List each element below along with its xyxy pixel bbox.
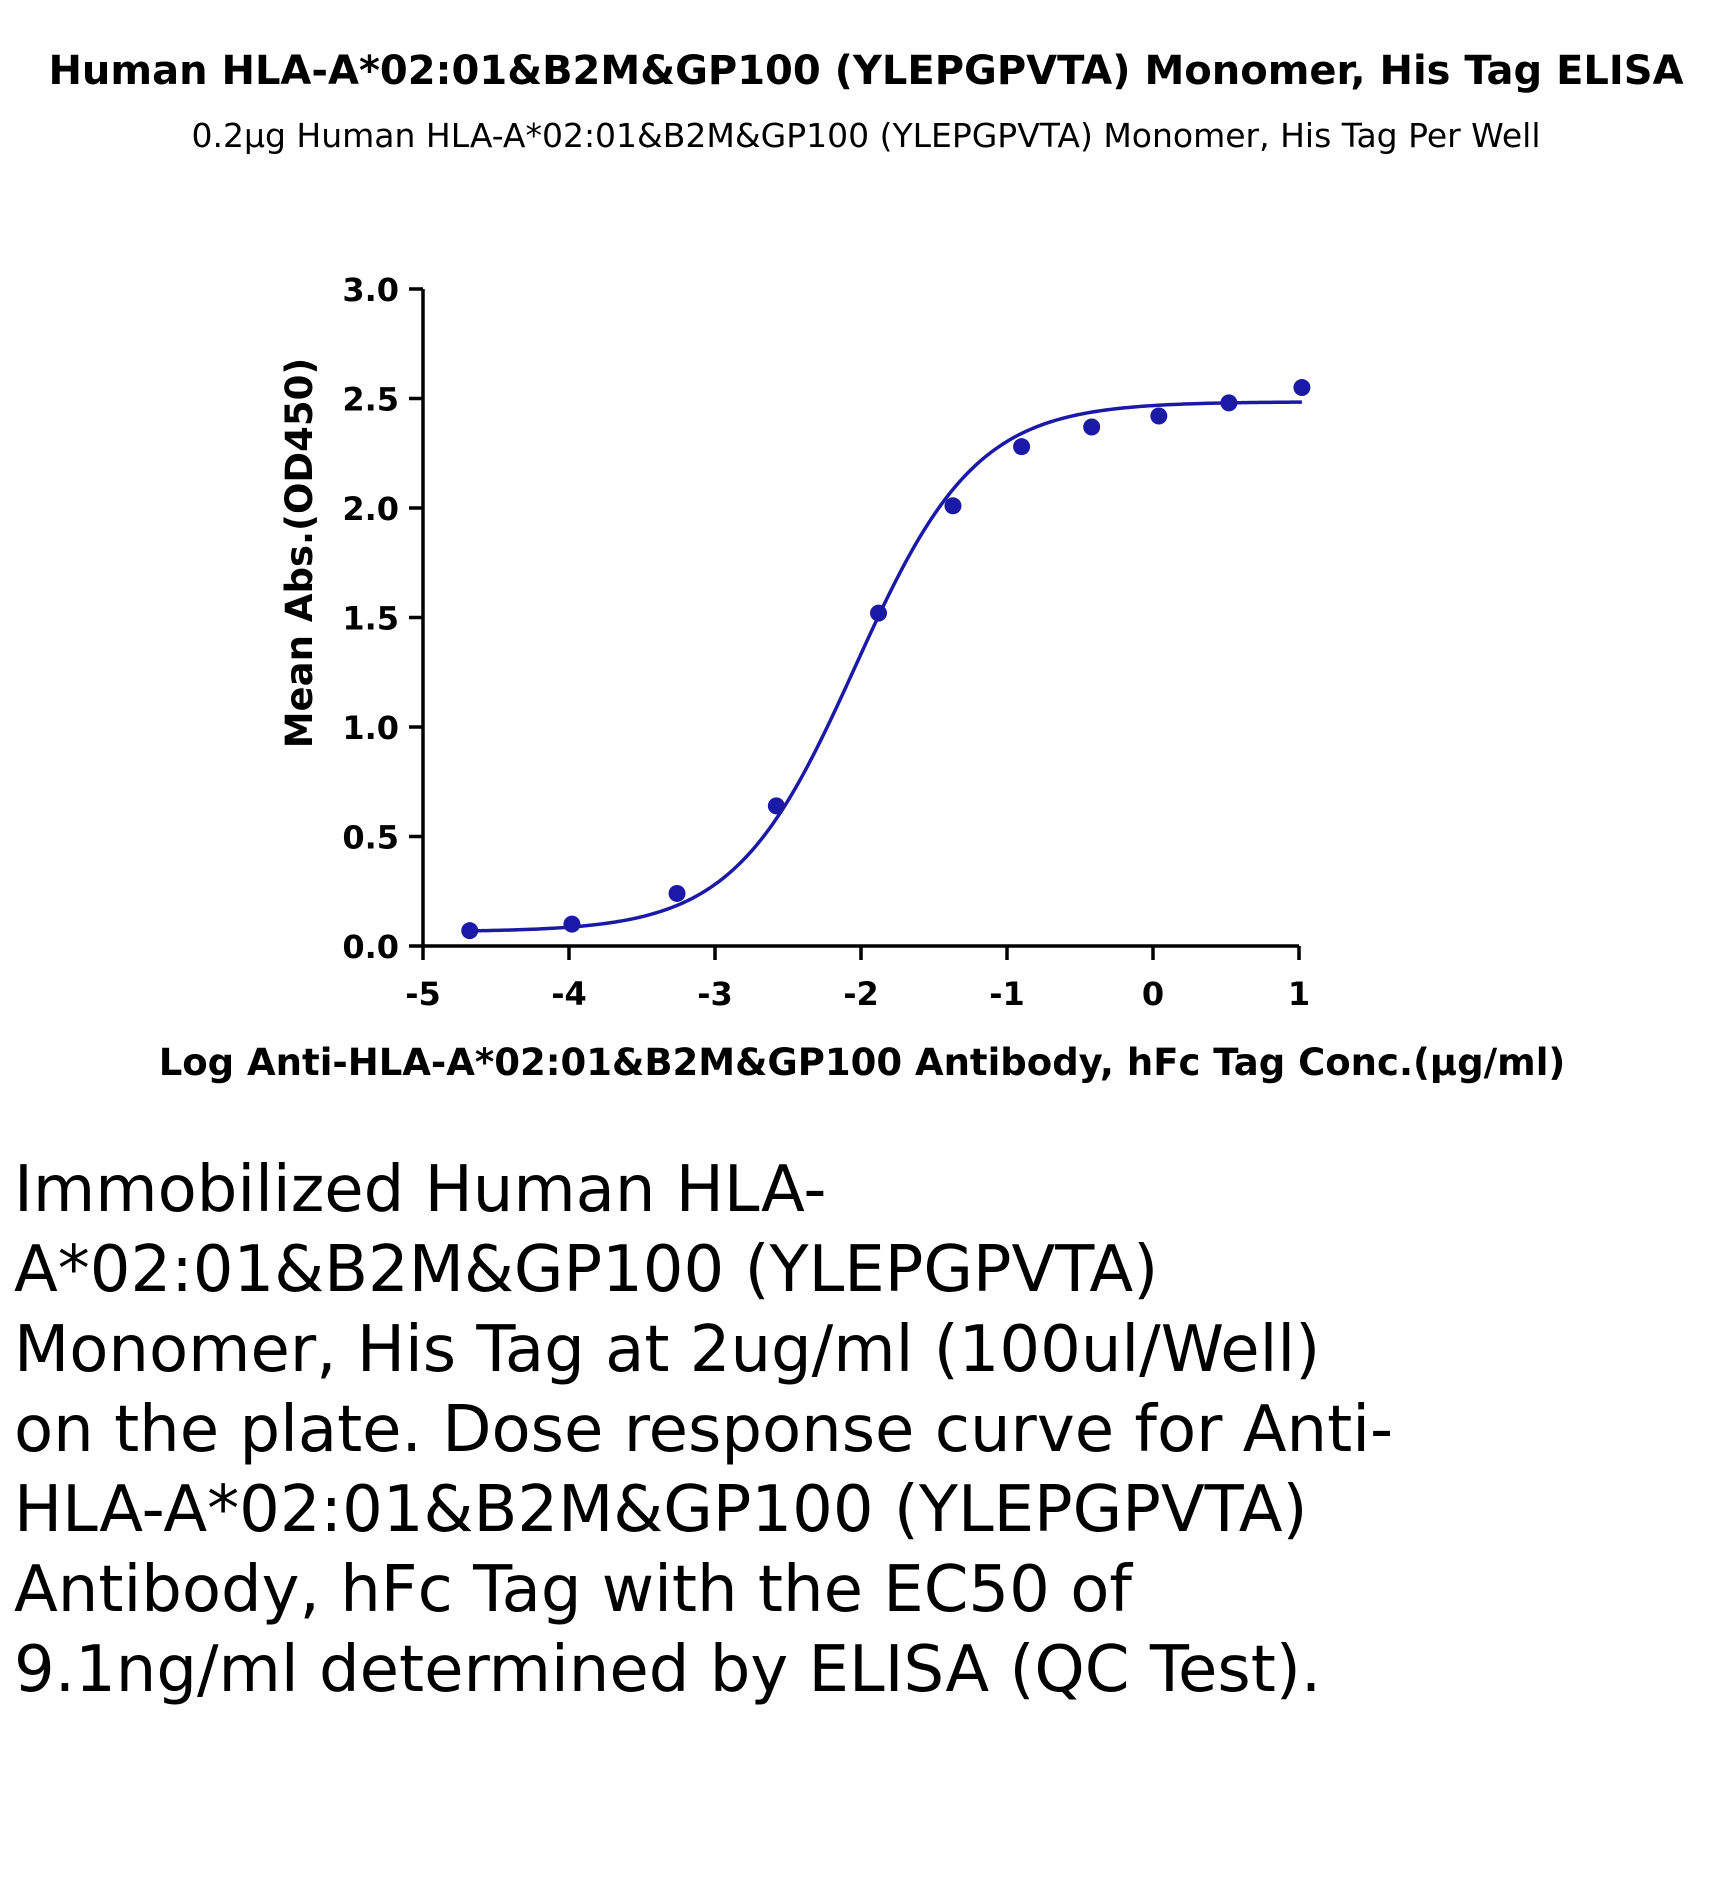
data-point	[1293, 379, 1311, 397]
y-tick-label: 0.0	[342, 928, 399, 966]
data-point	[944, 497, 962, 515]
fit-curve-line	[469, 400, 1302, 933]
y-tick-label: 1.0	[342, 709, 399, 747]
data-points-layer	[461, 379, 1311, 940]
x-tick-label: 0	[1142, 975, 1164, 1013]
data-point	[870, 604, 888, 622]
y-tick-label: 1.5	[342, 600, 399, 638]
data-point	[1083, 418, 1101, 436]
y-tick-label: 2.0	[342, 490, 399, 528]
data-point	[668, 884, 686, 902]
figure-caption: Immobilized Human HLA-A*02:01&B2M&GP100 …	[14, 1153, 1394, 1707]
axes: 0.0 0.5 1.0 1.5 2.0 2.5 3.0 -5 -4 -3 -2 -1 0 1	[342, 271, 1310, 1013]
x-tick-label: 1	[1288, 975, 1310, 1013]
x-tick-label: -4	[551, 975, 587, 1013]
x-tick-label: -1	[989, 975, 1025, 1013]
data-point	[767, 797, 785, 815]
x-tick-label: -2	[843, 975, 879, 1013]
y-axis-label: Mean Abs.(OD450)	[278, 358, 321, 749]
x-tick-label: -3	[697, 975, 733, 1013]
data-point	[1150, 407, 1168, 425]
elisa-chart: 0.0 0.5 1.0 1.5 2.0 2.5 3.0 -5 -4 -3 -2 -1 0 1 Log An…	[159, 271, 1566, 1084]
x-axis-label: Log Anti-HLA-A*02:01&B2M&GP100 Antibody,…	[159, 1041, 1566, 1084]
y-tick-label: 2.5	[342, 381, 399, 419]
chart-title: Human HLA-A*02:01&B2M&GP100 (YLEPGPVTA) …	[48, 48, 1684, 94]
data-point	[1220, 394, 1238, 412]
x-tick-label: -5	[405, 975, 441, 1013]
chart-subtitle: 0.2μg Human HLA-A*02:01&B2M&GP100 (YLEPG…	[191, 116, 1541, 155]
data-point	[563, 915, 581, 933]
data-point	[461, 922, 479, 940]
data-point	[1013, 438, 1031, 456]
fit-curve-layer	[469, 400, 1302, 933]
y-tick-label: 0.5	[342, 819, 399, 857]
y-tick-label: 3.0	[342, 271, 399, 309]
